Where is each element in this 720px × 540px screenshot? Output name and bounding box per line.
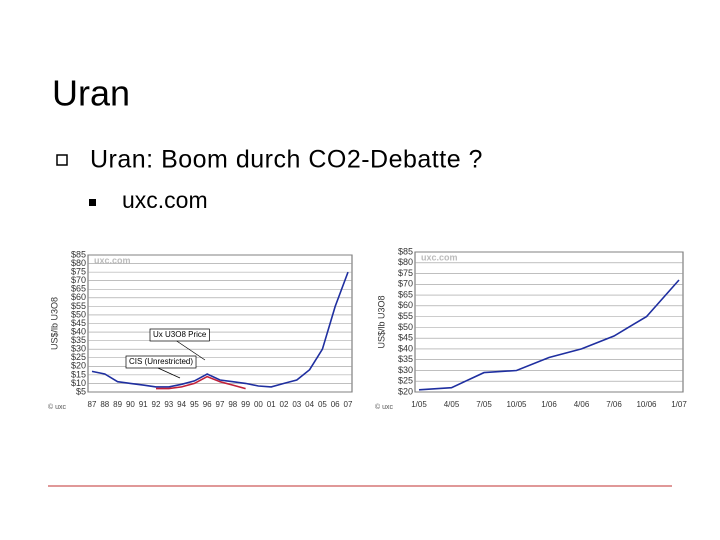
y-tick-label: $55 [398, 311, 413, 321]
y-tick-label: $5 [76, 386, 86, 396]
y-tick-label: $60 [398, 300, 413, 310]
x-tick-label: 05 [318, 400, 327, 409]
y-tick-label: $15 [71, 369, 86, 379]
y-tick-label: $20 [398, 386, 413, 396]
y-tick-label: $35 [398, 354, 413, 364]
y-axis-label: US$/lb U3O8 [376, 295, 386, 348]
x-tick-label: 1/06 [541, 400, 557, 409]
y-tick-label: $85 [71, 249, 86, 259]
y-tick-label: $70 [71, 275, 86, 285]
y-tick-label: $65 [398, 289, 413, 299]
x-tick-label: 96 [203, 400, 212, 409]
y-tick-label: $25 [398, 376, 413, 386]
x-tick-label: 4/05 [444, 400, 460, 409]
bullet-text: Uran: Boom durch CO2-Debatte ? [90, 146, 483, 174]
annotation-box [149, 328, 210, 342]
x-tick-label: 91 [139, 400, 148, 409]
annotation-arrow [176, 340, 206, 361]
x-tick-label: 04 [305, 400, 314, 409]
copyright: © uxc [48, 403, 66, 411]
y-tick-label: $45 [71, 318, 86, 328]
sub-bullet-icon [89, 199, 96, 206]
x-tick-label: 98 [228, 400, 237, 409]
y-tick-label: $75 [71, 267, 86, 277]
y-tick-label: $60 [71, 292, 86, 302]
x-tick-label: 10/05 [506, 400, 527, 409]
x-tick-label: 03 [292, 400, 301, 409]
y-tick-label: $40 [398, 343, 413, 353]
data-line [156, 375, 246, 390]
x-tick-label: 95 [190, 400, 199, 409]
y-tick-label: $70 [398, 279, 413, 289]
x-tick-label: 01 [267, 400, 276, 409]
x-tick-label: 88 [100, 400, 109, 409]
y-tick-label: $55 [71, 301, 86, 311]
y-tick-label: $80 [398, 257, 413, 267]
y-tick-label: $50 [71, 309, 86, 319]
watermark: uxc.com [94, 255, 131, 265]
x-tick-label: 00 [254, 400, 263, 409]
y-tick-label: $85 [398, 246, 413, 256]
annotation: CIS (Unrestricted) [129, 357, 193, 366]
x-tick-label: 89 [113, 400, 122, 409]
y-tick-label: $30 [398, 365, 413, 375]
y-tick-label: $30 [71, 344, 86, 354]
x-tick-label: 1/07 [671, 400, 687, 409]
x-tick-label: 06 [331, 400, 340, 409]
y-tick-label: $75 [398, 268, 413, 278]
x-tick-label: 10/06 [636, 400, 657, 409]
y-tick-label: $10 [71, 378, 86, 388]
data-line [91, 271, 349, 388]
x-tick-label: 93 [164, 400, 173, 409]
x-tick-label: 87 [88, 400, 97, 409]
x-tick-label: 4/06 [574, 400, 590, 409]
annotation: Ux U3O8 Price [153, 330, 207, 339]
x-tick-label: 94 [177, 400, 186, 409]
x-tick-label: 99 [241, 400, 250, 409]
x-tick-label: 1/05 [411, 400, 427, 409]
y-tick-label: $50 [398, 322, 413, 332]
annotation-arrow [157, 367, 181, 379]
sub-bullet-text: uxc.com [122, 187, 208, 213]
x-tick-label: 07 [344, 400, 353, 409]
x-tick-label: 97 [216, 400, 225, 409]
plot-area [414, 251, 684, 393]
x-tick-label: 7/05 [476, 400, 492, 409]
data-line [418, 279, 680, 391]
y-axis-label: US$/lb U3O8 [49, 297, 59, 350]
bullet-icon [56, 154, 68, 166]
annotation-box [125, 355, 197, 369]
y-tick-label: $20 [71, 361, 86, 371]
y-tick-label: $45 [398, 333, 413, 343]
x-tick-label: 02 [280, 400, 289, 409]
y-tick-label: $80 [71, 258, 86, 268]
y-tick-label: $25 [71, 352, 86, 362]
x-tick-label: 7/06 [606, 400, 622, 409]
x-tick-label: 92 [152, 400, 161, 409]
y-tick-label: $65 [71, 284, 86, 294]
x-tick-label: 90 [126, 400, 135, 409]
y-tick-label: $35 [71, 335, 86, 345]
y-tick-label: $40 [71, 326, 86, 336]
copyright: © uxc [375, 403, 393, 411]
slide-title: Uran [52, 73, 130, 114]
watermark: uxc.com [421, 252, 458, 262]
